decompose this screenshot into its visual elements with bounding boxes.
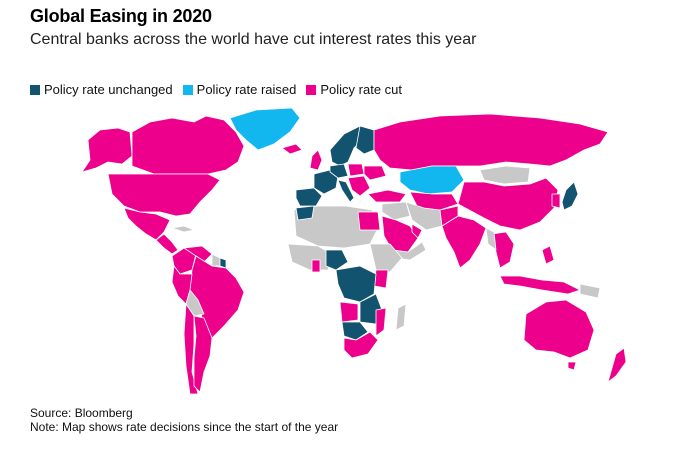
country-papua (579, 283, 601, 299)
country-nigeria (325, 249, 349, 271)
country-west-africa (287, 243, 333, 271)
legend-label-cut: Policy rate cut (320, 82, 403, 97)
world-map (81, 107, 627, 395)
legend-item-unchanged: Policy rate unchanged (30, 82, 173, 97)
country-kazakhstan (399, 165, 465, 195)
country-germany (329, 163, 349, 179)
country-guyana (211, 253, 221, 267)
country-central-america (155, 233, 179, 255)
country-italy (337, 179, 355, 203)
country-norway-sweden (329, 125, 365, 167)
legend-swatch-cut (306, 84, 317, 95)
country-finland (355, 125, 375, 155)
country-iceland (281, 143, 303, 155)
source-note: Source: Bloomberg (30, 406, 133, 420)
country-china (457, 177, 559, 231)
country-morocco (295, 205, 315, 221)
legend: Policy rate unchanged Policy rate raised… (30, 82, 402, 97)
country-chile (183, 303, 199, 395)
country-mozambique (375, 307, 387, 337)
country-philippines (541, 245, 555, 265)
country-turkey (367, 189, 407, 203)
footer: Source: Bloomberg Note: Map shows rate d… (30, 406, 338, 434)
country-southeast-asia (491, 231, 515, 269)
country-russia (373, 113, 609, 171)
chart-subtitle: Central banks across the world have cut … (30, 31, 477, 48)
country-balkans (347, 175, 371, 197)
country-ghana (311, 259, 321, 273)
country-saudi-arabia (381, 215, 419, 253)
country-venezuela (183, 245, 213, 263)
country-japan (561, 181, 579, 211)
country-south-africa (343, 331, 379, 359)
country-pakistan-afghanistan (439, 205, 459, 227)
country-horn-of-africa (369, 243, 403, 273)
country-argentina (193, 315, 213, 393)
country-indonesia (499, 275, 581, 295)
country-iraq-syria (381, 201, 411, 221)
country-namibia-botswana (341, 321, 369, 341)
chart-title: Global Easing in 2020 (30, 6, 212, 26)
country-korea (551, 193, 561, 209)
country-poland (347, 163, 365, 177)
country-cuba (171, 225, 195, 233)
country-alaska (81, 127, 133, 173)
country-gulf-states (411, 223, 423, 239)
country-greenland (229, 107, 301, 151)
country-uk (309, 149, 323, 171)
country-suriname (219, 257, 227, 269)
country-egypt (357, 211, 381, 231)
country-ukraine (363, 165, 387, 181)
country-australia (523, 299, 595, 359)
country-new-zealand (607, 347, 627, 383)
legend-label-raised: Policy rate raised (196, 82, 297, 97)
legend-swatch-raised (182, 84, 193, 95)
country-mexico (123, 207, 171, 241)
country-tasmania (567, 361, 577, 371)
map-note: Note: Map shows rate decisions since the… (30, 420, 339, 434)
country-mongolia (479, 165, 531, 185)
legend-swatch-unchanged (30, 84, 40, 95)
country-india (441, 215, 487, 269)
country-kenya (373, 269, 389, 289)
country-central-africa (335, 265, 377, 303)
country-usa (107, 173, 221, 217)
country-north-africa (293, 205, 379, 249)
legend-label-unchanged: Policy rate unchanged (44, 82, 173, 97)
country-angola (339, 301, 359, 323)
country-canada (131, 115, 245, 175)
country-madagascar (395, 303, 407, 331)
legend-item-raised: Policy rate raised (182, 82, 297, 97)
legend-item-cut: Policy rate cut (306, 82, 402, 97)
country-myanmar (485, 227, 497, 251)
country-bolivia (185, 289, 205, 317)
